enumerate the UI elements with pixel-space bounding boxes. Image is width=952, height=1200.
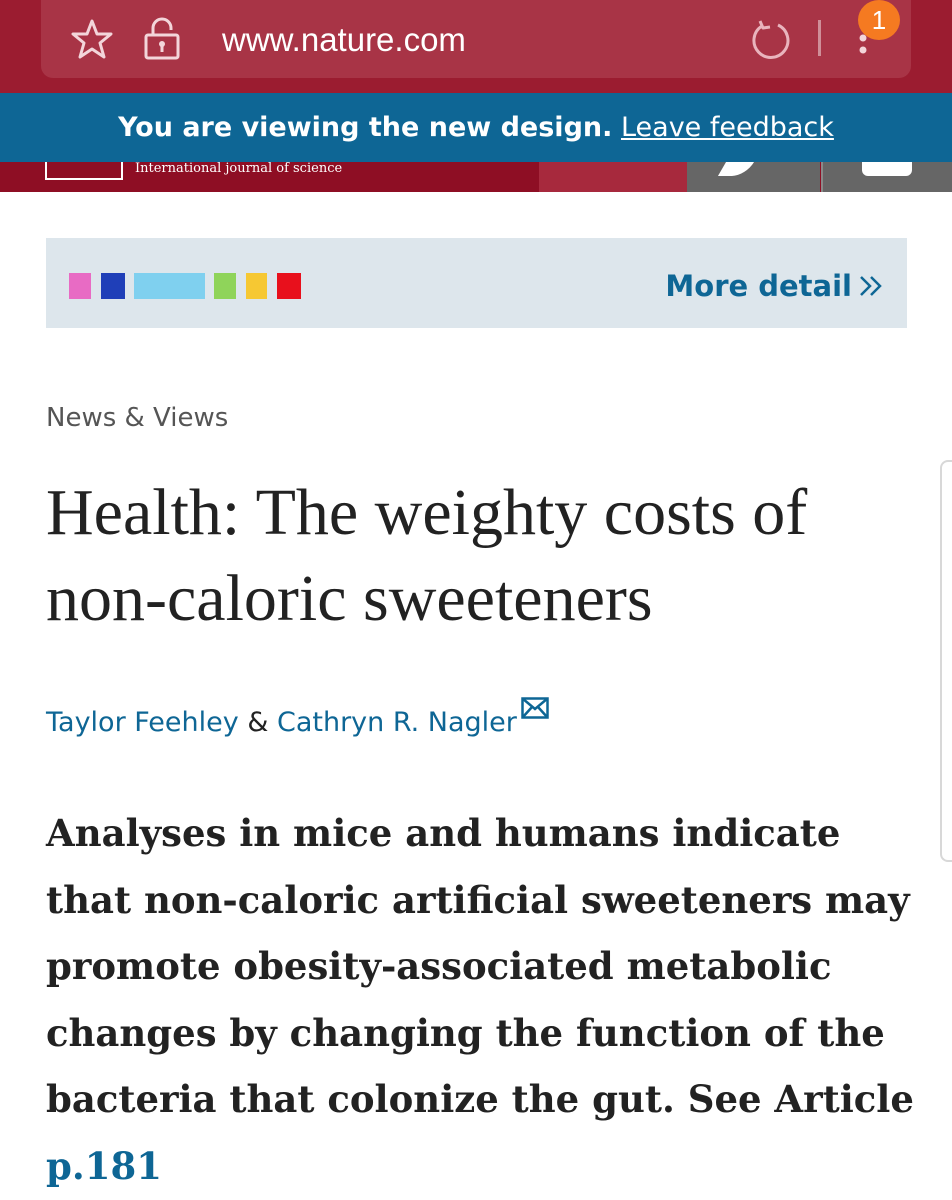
- thumb-skyblue: [134, 273, 205, 299]
- feedback-banner: You are viewing the new design. Leave fe…: [0, 93, 952, 162]
- article-type: News & Views: [46, 403, 229, 433]
- author-link[interactable]: Cathryn R. Nagler: [276, 707, 517, 738]
- scrollbar[interactable]: [940, 460, 952, 862]
- double-chevron-right-icon: [860, 276, 882, 296]
- article-title: Health: The weighty costs of non-caloric…: [46, 476, 808, 635]
- thumb-pink: [69, 273, 91, 299]
- star-icon[interactable]: [71, 18, 113, 60]
- banner-text: You are viewing the new design.: [118, 112, 613, 143]
- reload-icon[interactable]: [748, 17, 794, 63]
- toolbar-divider: [818, 20, 821, 56]
- leave-feedback-link[interactable]: Leave feedback: [620, 112, 834, 143]
- notification-badge[interactable]: 1: [858, 0, 900, 40]
- article-standfirst: Analyses in mice and humans indicate tha…: [46, 800, 926, 1199]
- menu-icon: [862, 162, 912, 176]
- author-separator: &: [238, 707, 277, 738]
- address-bar[interactable]: [41, 0, 911, 78]
- author-list: Taylor Feehley & Cathryn R. Nagler: [46, 697, 549, 743]
- thumb-red: [277, 273, 301, 299]
- site-tagline: International journal of science: [135, 161, 343, 176]
- subscribe-button[interactable]: [539, 162, 687, 192]
- search-button[interactable]: [687, 162, 820, 192]
- thumb-blue: [101, 273, 125, 299]
- lock-icon[interactable]: [141, 17, 183, 61]
- more-detail-label: More detail: [665, 269, 852, 303]
- standfirst-text: Analyses in mice and humans indicate tha…: [46, 811, 914, 1121]
- nature-logo[interactable]: [45, 162, 123, 180]
- thumb-yellow: [246, 273, 267, 299]
- more-detail-link[interactable]: More detail: [665, 262, 884, 306]
- article-page-link[interactable]: p.181: [46, 1143, 162, 1188]
- url-text[interactable]: www.nature.com: [222, 21, 466, 58]
- thumb-green: [214, 273, 236, 299]
- author-link[interactable]: Taylor Feehley: [46, 707, 239, 738]
- email-icon[interactable]: [521, 697, 549, 719]
- more-menu-icon[interactable]: [855, 26, 871, 66]
